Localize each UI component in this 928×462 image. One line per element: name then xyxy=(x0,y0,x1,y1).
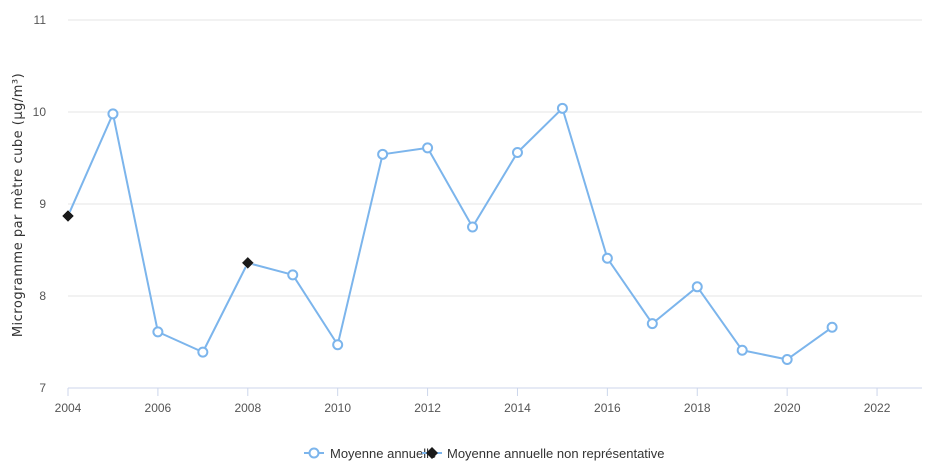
point-2009[interactable] xyxy=(288,270,297,279)
x-tick-label-2020: 2020 xyxy=(774,401,801,415)
x-tick-label-2006: 2006 xyxy=(145,401,172,415)
point-2016[interactable] xyxy=(603,254,612,263)
x-tick-label-2010: 2010 xyxy=(324,401,351,415)
point-2007[interactable] xyxy=(198,348,207,357)
point-2015[interactable] xyxy=(558,104,567,113)
point-2017[interactable] xyxy=(648,319,657,328)
x-tick-label-2008: 2008 xyxy=(234,401,261,415)
x-axis: 2004 2006 2008 2010 2012 2014 2016 2018 2020 2022 xyxy=(55,388,922,415)
y-tick-label-11: 11 xyxy=(34,13,47,27)
y-axis-ticks: 7 8 9 10 11 xyxy=(33,13,47,395)
series-line xyxy=(68,108,832,359)
x-tick-label-2014: 2014 xyxy=(504,401,531,415)
point-2018[interactable] xyxy=(693,282,702,291)
point-2019[interactable] xyxy=(738,346,747,355)
y-tick-label-9: 9 xyxy=(39,197,46,211)
point-2013[interactable] xyxy=(468,223,477,232)
point-non-representative-2004[interactable] xyxy=(62,210,74,222)
y-tick-label-10: 10 xyxy=(33,105,47,119)
series-line-path xyxy=(68,108,832,359)
point-non-representative-2008[interactable] xyxy=(242,257,254,269)
point-2006[interactable] xyxy=(153,327,162,336)
y-tick-label-8: 8 xyxy=(39,289,46,303)
x-tick-label-2018: 2018 xyxy=(684,401,711,415)
legend[interactable]: Moyenne annuelle Moyenne annuelle non re… xyxy=(304,446,665,461)
point-2014[interactable] xyxy=(513,148,522,157)
legend-circle-marker-icon xyxy=(310,449,319,458)
x-tick-label-2016: 2016 xyxy=(594,401,621,415)
grid-lines xyxy=(68,20,922,296)
point-2021[interactable] xyxy=(828,323,837,332)
legend-label-moyenne-annuelle: Moyenne annuelle xyxy=(330,446,436,461)
y-axis-label: Microgramme par mètre cube (µg/m³) xyxy=(11,73,26,337)
point-2011[interactable] xyxy=(378,150,387,159)
point-2010[interactable] xyxy=(333,340,342,349)
point-2012[interactable] xyxy=(423,143,432,152)
x-tick-label-2012: 2012 xyxy=(414,401,441,415)
data-markers xyxy=(62,104,837,364)
point-2020[interactable] xyxy=(783,355,792,364)
legend-label-non-representative: Moyenne annuelle non représentative xyxy=(447,446,665,461)
y-tick-label-7: 7 xyxy=(39,381,46,395)
x-tick-label-2004: 2004 xyxy=(55,401,82,415)
legend-item-moyenne-annuelle[interactable]: Moyenne annuelle xyxy=(304,446,436,461)
x-tick-label-2022: 2022 xyxy=(864,401,891,415)
legend-item-non-representative[interactable]: Moyenne annuelle non représentative xyxy=(422,446,665,461)
point-2005[interactable] xyxy=(108,109,117,118)
